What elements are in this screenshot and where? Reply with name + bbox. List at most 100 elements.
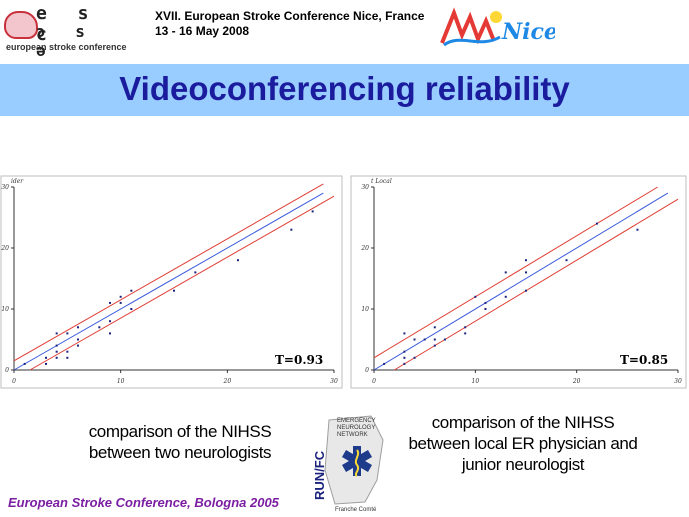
run-fc-vertical-text: RUN/FC <box>313 450 327 500</box>
footer-conference: European Stroke Conference, Bologna 2005 <box>8 495 279 510</box>
y-tick-label: 10 <box>1 306 9 313</box>
data-point <box>130 308 133 310</box>
upper-line <box>13 183 324 362</box>
run-logo-bottom: Franche Comté <box>335 507 377 513</box>
identity-line <box>13 192 324 371</box>
data-point <box>474 295 477 298</box>
y-axis-label: t Local <box>371 178 392 185</box>
run-fc-logo: RUN/FC EMERGENCY NEUROLOGY NETWORK Franc… <box>313 415 384 513</box>
data-point <box>66 356 69 359</box>
x-tick-label: 30 <box>330 378 338 385</box>
data-point <box>119 301 122 304</box>
data-point <box>77 326 79 329</box>
data-point <box>77 338 79 341</box>
data-point <box>433 326 436 329</box>
data-point <box>383 362 386 365</box>
data-point <box>484 301 487 304</box>
data-point <box>66 332 69 335</box>
caption-right: comparison of the NIHSS between local ER… <box>385 412 661 475</box>
title-band <box>0 64 689 116</box>
x-tick-label: 0 <box>372 378 376 385</box>
esc-logo: e s c ɔ s ə european stroke conference <box>4 3 129 60</box>
data-point <box>55 332 58 335</box>
conference-dates: 13 - 16 May 2008 <box>155 24 250 38</box>
data-point <box>484 308 487 310</box>
data-point <box>194 271 197 274</box>
y-tick-label: 20 <box>0 245 9 252</box>
data-point <box>504 271 507 274</box>
data-point <box>109 332 111 335</box>
star-of-life-icon <box>342 446 372 477</box>
conference-title: XVII. European Stroke Conference Nice, F… <box>155 9 424 39</box>
data-point <box>443 338 446 341</box>
x-tick-label: 20 <box>572 378 581 385</box>
chart-frame <box>350 175 687 389</box>
chart-frame <box>0 175 343 389</box>
data-point <box>23 362 26 365</box>
data-point <box>403 332 406 335</box>
caption-left-line2: between two neurologists <box>88 443 272 462</box>
kappa-annotation: T=0.93 <box>275 353 323 367</box>
data-point <box>130 289 133 292</box>
data-point <box>565 259 568 262</box>
data-point <box>413 338 416 341</box>
brain-icon <box>4 11 38 39</box>
run-logo-line2: NEUROLOGY <box>337 425 375 431</box>
data-point <box>109 320 111 323</box>
x-tick-label: 0 <box>12 378 16 385</box>
data-point <box>423 338 426 341</box>
esc-logo-letters-bottom: ɔ s ə <box>36 22 95 60</box>
y-tick-label: 0 <box>365 367 369 374</box>
data-point <box>119 295 122 298</box>
data-point <box>109 301 111 304</box>
data-point <box>464 332 467 335</box>
caption-left: comparison of the NIHSS between two neur… <box>60 421 300 463</box>
data-point <box>237 259 239 262</box>
data-point <box>433 344 436 347</box>
data-point <box>173 289 175 292</box>
data-point <box>595 222 598 225</box>
data-point <box>525 289 527 292</box>
data-point <box>433 338 436 341</box>
y-tick-label: 20 <box>360 245 369 252</box>
caption-right-line1: comparison of the NIHSS <box>431 413 615 432</box>
caption-right-line2: between local ER physician and <box>408 434 638 453</box>
data-point <box>636 228 639 231</box>
nice-logo: Nice <box>440 7 555 47</box>
data-point <box>55 350 58 353</box>
x-tick-label: 30 <box>674 378 682 385</box>
x-tick-label: 10 <box>117 378 125 385</box>
y-tick-label: 10 <box>361 306 369 313</box>
esc-logo-name: european stroke conference <box>6 42 127 52</box>
data-point <box>45 356 47 359</box>
data-point <box>525 259 527 262</box>
data-point <box>525 271 527 274</box>
y-tick-label: 30 <box>1 184 9 191</box>
data-point <box>311 210 314 213</box>
y-tick-label: 30 <box>361 184 369 191</box>
lower-line <box>29 195 335 371</box>
data-point <box>66 350 69 353</box>
data-point <box>403 350 406 353</box>
data-point <box>290 228 293 231</box>
caption-right-line3: junior neurologist <box>461 455 585 474</box>
data-point <box>403 362 406 365</box>
upper-line <box>373 186 658 359</box>
lower-line <box>394 198 679 371</box>
identity-line <box>373 192 669 371</box>
x-tick-label: 20 <box>223 378 232 385</box>
data-point <box>504 295 507 298</box>
data-point <box>413 356 416 359</box>
conference-title-line1: XVII. European Stroke Conference Nice, F… <box>155 9 425 23</box>
sun-icon <box>490 11 502 23</box>
data-point <box>55 356 58 359</box>
caption-left-line1: comparison of the NIHSS <box>88 422 272 441</box>
run-logo-line3: NETWORK <box>337 432 368 438</box>
y-axis-label: ider <box>11 178 24 185</box>
run-logo-line1: EMERGENCY <box>337 418 376 424</box>
data-point <box>45 362 47 365</box>
data-point <box>55 344 58 347</box>
slide-title: Videoconferencing reliability <box>119 70 570 107</box>
